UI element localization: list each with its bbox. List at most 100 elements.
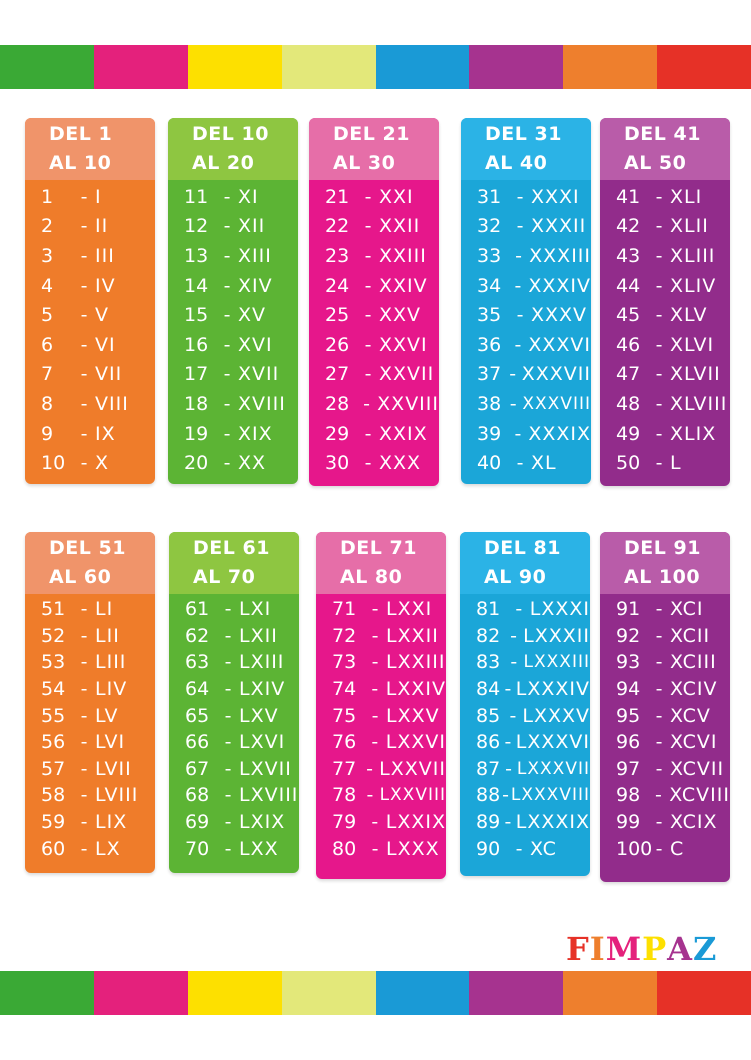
range-card-header: DEL 91 AL 100 [600, 532, 730, 594]
separator-dash: - [655, 757, 663, 780]
roman-numeral: XIII [238, 244, 272, 267]
roman-numeral: XXXVI [528, 333, 591, 356]
separator-dash: - [364, 215, 372, 238]
numeral-row: 77- LXXVII [332, 756, 446, 783]
separator-dash: - [364, 244, 372, 267]
roman-numeral: XIX [238, 422, 273, 445]
numeral-row: 16- XVI [184, 330, 298, 360]
roman-numeral: LXXII [386, 624, 439, 647]
numeral-row: 28- XXVIII [325, 389, 439, 419]
range-card: DEL 31 AL 40 31- XXXI 32- XXXII 33- XXXIII 34- XX… [461, 118, 591, 484]
stripe-segment [657, 45, 751, 89]
range-card-header: DEL 81 AL 90 [460, 532, 590, 594]
range-card-title-line2: AL 50 [624, 152, 687, 174]
arabic-number: 86 [476, 731, 501, 754]
numeral-row: 60- LX [41, 835, 155, 862]
arabic-number: 39 [477, 422, 502, 445]
logo-letter: P [642, 930, 668, 968]
separator-dash: - [80, 731, 88, 754]
separator-dash: - [509, 704, 517, 727]
arabic-number: 71 [332, 598, 357, 621]
arabic-number: 30 [325, 452, 350, 475]
separator-dash: - [514, 274, 522, 297]
numeral-row: 7 - VII [41, 360, 155, 390]
numeral-row: 49- XLIX [616, 419, 730, 449]
arabic-number: 73 [332, 651, 357, 674]
separator-dash: - [80, 452, 88, 475]
roman-numeral: XX [238, 452, 267, 475]
roman-numeral: XVI [238, 333, 273, 356]
numeral-row: 76- LXXVI [332, 729, 446, 756]
stripe-segment [469, 971, 564, 1015]
numeral-row: 50- L [616, 448, 730, 478]
roman-numeral: XXXI [531, 185, 580, 208]
range-card-title-line2: AL 100 [624, 566, 701, 588]
roman-numeral: LXXVII [379, 757, 446, 780]
separator-dash: - [364, 304, 372, 327]
stripe-segment [375, 45, 470, 89]
range-card: DEL 51 AL 60 51- LI 52- LII 53- LIII 54- LIV 55- LV… [25, 532, 155, 873]
numeral-row: 13- XIII [184, 241, 298, 271]
arabic-number: 37 [477, 363, 502, 386]
numeral-row: 11- XI [184, 182, 298, 212]
roman-numeral: XVIII [238, 392, 286, 415]
roman-numeral: LXXXI [529, 598, 590, 621]
arabic-number: 55 [41, 704, 66, 727]
stripe-segment [375, 971, 470, 1015]
separator-dash: - [514, 333, 522, 356]
arabic-number: 4 [41, 274, 54, 297]
arabic-number: 7 [41, 363, 54, 386]
roman-numeral: XLV [670, 304, 708, 327]
roman-numeral: XCIV [670, 678, 718, 701]
separator-dash: - [655, 704, 663, 727]
numeral-row: 74- LXXIV [332, 676, 446, 703]
separator-dash: - [655, 422, 663, 445]
separator-dash: - [80, 651, 88, 674]
roman-numeral: III [95, 244, 115, 267]
separator-dash: - [80, 704, 88, 727]
arabic-number: 77 [332, 757, 357, 780]
stripe-segment [469, 45, 564, 89]
numeral-row: 91- XCI [616, 596, 730, 623]
range-card-title-line2: AL 40 [485, 152, 548, 174]
range-card-title-line2: AL 30 [333, 152, 396, 174]
logo-letter: A [667, 930, 693, 968]
separator-dash: - [80, 757, 88, 780]
arabic-number: 97 [616, 757, 641, 780]
numeral-row: 30- XXX [325, 448, 439, 478]
numeral-row: 61- LXI [185, 596, 299, 623]
numeral-row: 38- XXXVIII [477, 389, 591, 419]
arabic-number: 96 [616, 731, 641, 754]
roman-numeral: LVI [95, 731, 126, 754]
range-card-list: 31- XXXI 32- XXXII 33- XXXIII 34- XXXIV 35- XXXV 3… [461, 180, 591, 484]
roman-numeral: XXXVII [521, 363, 591, 386]
arabic-number: 41 [616, 185, 641, 208]
arabic-number: 66 [185, 731, 210, 754]
arabic-number: 57 [41, 757, 66, 780]
arabic-number: 72 [332, 624, 357, 647]
separator-dash: - [655, 678, 663, 701]
arabic-number: 14 [184, 274, 209, 297]
numeral-row: 46- XLVI [616, 330, 730, 360]
arabic-number: 54 [41, 678, 66, 701]
arabic-number: 53 [41, 651, 66, 674]
stripe-segment [93, 971, 188, 1015]
arabic-number: 21 [325, 185, 350, 208]
numeral-row: 87- LXXXVII [476, 756, 590, 783]
separator-dash: - [371, 651, 379, 674]
separator-dash: - [371, 837, 379, 860]
arabic-number: 26 [325, 333, 350, 356]
separator-dash: - [80, 422, 88, 445]
separator-dash: - [223, 392, 231, 415]
roman-numeral: XLIX [670, 422, 717, 445]
separator-dash: - [364, 274, 372, 297]
roman-numeral: LVII [95, 757, 132, 780]
roman-numeral: LXXIII [386, 651, 446, 674]
arabic-number: 48 [616, 392, 641, 415]
roman-numeral: LXXXV [522, 704, 590, 727]
numeral-row: 9 - IX [41, 419, 155, 449]
arabic-number: 79 [332, 811, 357, 834]
separator-dash: - [655, 624, 663, 647]
arabic-number: 32 [477, 215, 502, 238]
range-card-title-line1: DEL 91 [624, 537, 701, 559]
